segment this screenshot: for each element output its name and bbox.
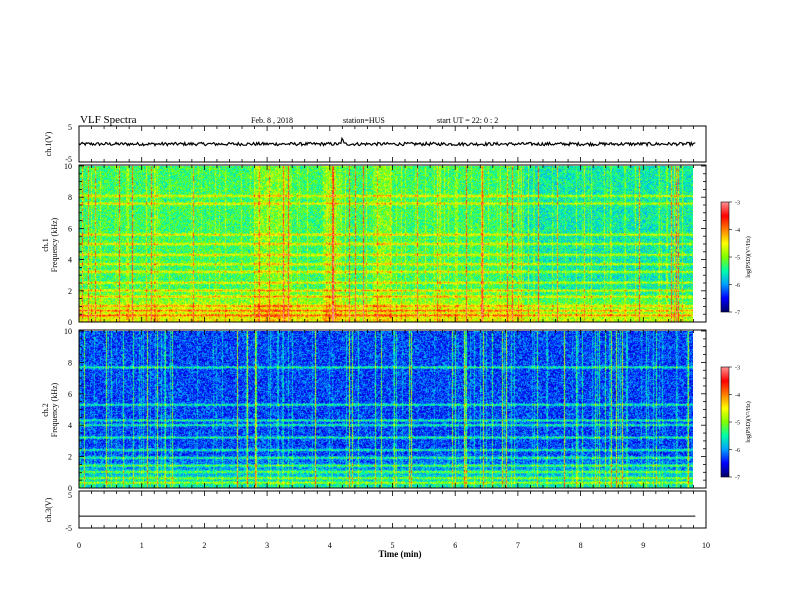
- frequency-tick-label: 10: [64, 162, 72, 171]
- colorbar-tick-label: -4: [735, 228, 740, 234]
- ch3-time-ticks: [78, 491, 707, 528]
- ch1-colorbar-scale: [720, 201, 730, 313]
- ch2-colorbar-label: log(PSD)(V²/Hz): [745, 401, 752, 442]
- ch2-colorbar-ticks: -3 -4 -5 -6 -7: [729, 366, 740, 482]
- ch1-colorbar-ticks: -3 -4 -5 -6 -7: [729, 201, 740, 317]
- frequency-tick-label: 8: [68, 358, 72, 367]
- time-axis-label: Time (min): [378, 549, 421, 559]
- time-axis-tick-labels: 0 1 2 3 4 5 6 7 8 9 10: [77, 541, 710, 550]
- ch2-spectrogram-ylabel-frequency: Frequency (kHz): [50, 382, 59, 437]
- frequency-tick-label: 0: [68, 318, 72, 327]
- ch1-colorbar: -3 -4 -5 -6 -7 log(PSD)(V²/Hz): [720, 201, 752, 317]
- time-tick-label: 1: [140, 541, 144, 550]
- time-tick-label: 2: [202, 541, 206, 550]
- frequency-tick-label: 10: [64, 327, 72, 336]
- ch2-frequency-tick-labels: 0 2 4 6 8 10: [64, 327, 72, 493]
- ch1-ytick-top: 5: [68, 123, 72, 132]
- time-tick-label: 10: [702, 541, 710, 550]
- ch1-waveform-trace: [78, 136, 696, 148]
- ch2-spectrogram-image: [79, 331, 693, 488]
- colorbar-tick-label: -3: [735, 366, 740, 372]
- ch1-ytick-bottom: -5: [65, 155, 72, 164]
- time-tick-label: 6: [453, 541, 457, 550]
- header-start-ut: start UT = 22: 0 : 2: [437, 116, 498, 125]
- frequency-tick-label: 2: [68, 287, 72, 296]
- ch2-spectrogram-ticks: [78, 330, 707, 489]
- frequency-tick-label: 6: [68, 224, 72, 233]
- colorbar-tick-label: -6: [735, 283, 740, 289]
- ch1-waveform-ylabel: ch.1(V): [44, 131, 53, 156]
- colorbar-tick-label: -6: [735, 448, 740, 454]
- ch3-waveform-frame: [78, 490, 707, 529]
- ch3-waveform-ylabel: ch.3(V): [44, 497, 53, 522]
- colorbar-tick-label: -4: [735, 393, 740, 399]
- time-tick-label: 7: [516, 541, 520, 550]
- colorbar-tick-label: -5: [735, 256, 740, 262]
- ch3-ytick-top: 5: [68, 491, 72, 500]
- ch1-spectrogram-ticks: [78, 165, 707, 323]
- frequency-tick-label: 6: [68, 390, 72, 399]
- time-tick-label: 5: [391, 541, 395, 550]
- ch1-spectrogram-image: [79, 166, 693, 322]
- frequency-tick-label: 0: [68, 484, 72, 493]
- colorbar-tick-label: -7: [735, 476, 740, 482]
- colorbar-tick-label: -5: [735, 421, 740, 427]
- time-tick-label: 9: [641, 541, 645, 550]
- time-tick-label: 0: [77, 541, 81, 550]
- ch1-spectrogram-ylabel-frequency: Frequency (kHz): [50, 217, 59, 272]
- frequency-tick-label: 8: [68, 193, 72, 202]
- figure-title: VLF Spectra: [80, 114, 137, 126]
- colorbar-gradient: [721, 202, 729, 312]
- ch1-time-ticks: [78, 126, 707, 162]
- frequency-tick-label: 4: [68, 421, 72, 430]
- ch1-frequency-tick-labels: 0 2 4 6 8 10: [64, 162, 72, 327]
- colorbar-tick-label: -7: [735, 311, 740, 317]
- frequency-tick-label: 4: [68, 256, 72, 265]
- ch2-spectrogram-panel: 0 2 4 6 8 10 ch.2 Frequency (kHz): [41, 327, 707, 493]
- ch1-spectrogram-panel: 0 2 4 6 8 10 ch.1 Frequency (kHz): [41, 162, 707, 327]
- time-tick-label: 8: [579, 541, 583, 550]
- ch1-colorbar-label: log(PSD)(V²/Hz): [745, 236, 752, 277]
- frequency-tick-label: 2: [68, 453, 72, 462]
- ch2-spectrogram-ylabel-channel: ch.2: [41, 403, 50, 417]
- colorbar-tick-label: -3: [735, 201, 740, 207]
- header-station: station=HUS: [343, 116, 385, 125]
- ch3-ytick-bottom: -5: [65, 524, 72, 533]
- ch2-colorbar-scale: [720, 366, 730, 478]
- ch1-spectrogram-ylabel-channel: ch.1: [41, 238, 50, 252]
- time-tick-label: 4: [328, 541, 332, 550]
- ch2-colorbar: -3 -4 -5 -6 -7 log(PSD)(V²/Hz): [720, 366, 752, 482]
- ch1-waveform-panel: 5 -5 ch.1(V): [44, 123, 707, 164]
- colorbar-gradient: [721, 367, 729, 477]
- header-date: Feb. 8 , 2018: [251, 116, 293, 125]
- ch3-waveform-panel: 5 -5 ch.3(V): [44, 490, 707, 533]
- time-tick-label: 3: [265, 541, 269, 550]
